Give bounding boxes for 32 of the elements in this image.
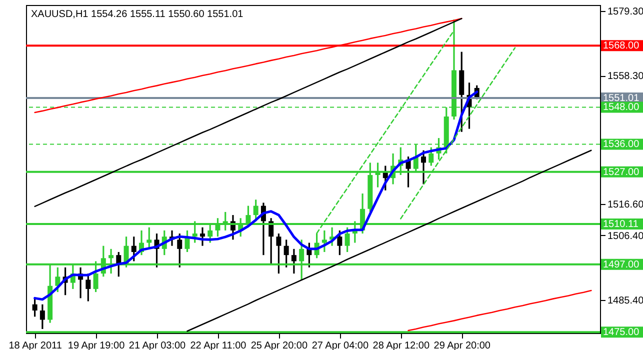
ref-line-label: 1548.00 xyxy=(603,102,640,114)
candlestick xyxy=(40,304,45,330)
ref-line-label: 1497.00 xyxy=(603,259,640,270)
candlestick xyxy=(55,266,60,293)
candlestick xyxy=(32,297,38,318)
candlestick xyxy=(146,226,152,250)
ref-line-label: 1475.00 xyxy=(603,327,640,338)
candlestick xyxy=(344,226,350,253)
candlestick xyxy=(284,238,289,268)
candlestick xyxy=(322,230,327,253)
ref-line-label: 1527.00 xyxy=(603,166,640,178)
candlestick xyxy=(291,248,296,274)
ref-line-label: 1536.00 xyxy=(603,139,640,150)
candlestick xyxy=(337,230,342,256)
line-series xyxy=(34,18,462,208)
y-tick-label: 1516.60 xyxy=(608,199,643,210)
candlestick xyxy=(428,146,434,167)
candlestick xyxy=(177,232,182,268)
candlestick xyxy=(131,236,136,262)
candlestick xyxy=(421,150,426,186)
y-tick-label: 1558.30 xyxy=(608,71,643,82)
ref-line-label: 1510.11 xyxy=(603,218,639,230)
ref-line-label: 1551.01 xyxy=(603,92,640,104)
line-series xyxy=(408,290,592,332)
y-tick-label: 1485.40 xyxy=(608,296,643,307)
candlestick xyxy=(86,272,91,302)
ref-line-label: 1568.00 xyxy=(603,40,640,52)
y-tick-label: 1579.30 xyxy=(608,6,643,18)
candlestick xyxy=(276,232,282,274)
y-tick-label: 1506.40 xyxy=(608,230,643,242)
candlestick xyxy=(200,226,205,247)
chart-title: XAUUSD,H1 1554.26 1555.11 1550.60 1551.01 xyxy=(31,9,244,20)
